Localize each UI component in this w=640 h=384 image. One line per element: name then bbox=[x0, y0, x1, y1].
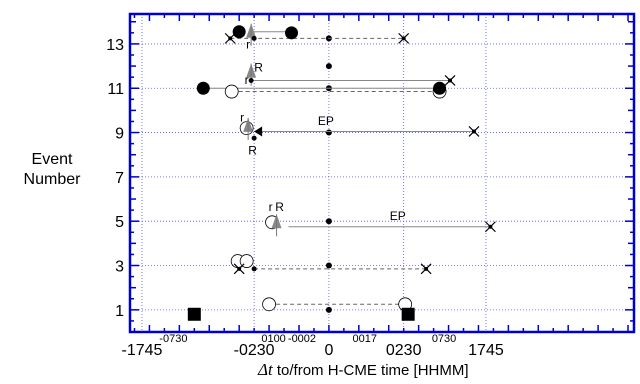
star-x-center bbox=[424, 266, 429, 271]
y-axis-label-line1: Event bbox=[31, 151, 73, 168]
x-tick-label-upper: 0730 bbox=[432, 333, 456, 345]
x-tick-label: 0 bbox=[324, 342, 333, 359]
filled-circle-marker bbox=[232, 25, 246, 39]
x-tick-label: 1745 bbox=[468, 342, 504, 359]
filled-square-marker bbox=[401, 307, 415, 321]
left-triangle-marker bbox=[254, 126, 263, 137]
x-tick-label: -1745 bbox=[122, 342, 163, 359]
arrow-label-r: R bbox=[275, 200, 284, 214]
arrow-label-r: r bbox=[240, 110, 244, 124]
y-tick-label: 3 bbox=[115, 259, 124, 276]
x-tick-label-upper: -0002 bbox=[288, 333, 316, 345]
center-dot bbox=[325, 129, 332, 136]
star-x-center bbox=[448, 78, 453, 83]
y-tick-label: 11 bbox=[107, 81, 124, 98]
open-circle-marker bbox=[224, 84, 239, 99]
filled-circle-marker bbox=[285, 26, 299, 40]
plot-frame bbox=[128, 12, 636, 334]
star-x-center bbox=[488, 224, 493, 229]
filled-square-marker bbox=[187, 307, 201, 321]
x-tick-label-upper: -0730 bbox=[159, 333, 187, 345]
arrow-label-ep: EP bbox=[318, 114, 334, 128]
x-axis-label-symbol: Δt bbox=[258, 360, 273, 379]
y-axis-label-line2: Number bbox=[23, 171, 81, 188]
y-tick-label: 5 bbox=[115, 214, 124, 231]
x-axis-label: Δt to/from H-CME time [HHMM] bbox=[258, 360, 469, 380]
star-x-center bbox=[228, 36, 233, 41]
arrow-label-r: r bbox=[245, 73, 249, 87]
y-tick-label: 7 bbox=[115, 170, 124, 187]
y-tick-label: 13 bbox=[106, 37, 124, 54]
plot-area bbox=[130, 14, 634, 332]
arrow-label-ep: EP bbox=[390, 209, 406, 223]
filled-circle-marker bbox=[196, 81, 210, 95]
center-dot bbox=[325, 218, 332, 225]
small-dot-marker bbox=[251, 266, 257, 272]
x-tick-label-upper: 0100 bbox=[261, 333, 285, 345]
star-x-center bbox=[401, 36, 406, 41]
center-dot bbox=[325, 262, 332, 269]
x-axis-label-text: to/from H-CME time [HHMM] bbox=[276, 362, 469, 379]
small-dot-marker bbox=[251, 35, 257, 41]
arrow-label-r: R bbox=[248, 144, 257, 158]
filled-circle-marker bbox=[433, 81, 447, 95]
small-dot-marker bbox=[248, 77, 254, 83]
arrow-label-r: r bbox=[269, 200, 273, 214]
arrow-label-r: R bbox=[254, 61, 263, 75]
star-x-center bbox=[237, 266, 242, 271]
arrow-label-r: r bbox=[246, 37, 250, 51]
x-tick-label: 0230 bbox=[386, 342, 422, 359]
open-circle-marker bbox=[262, 297, 276, 312]
center-dot bbox=[325, 306, 332, 313]
y-tick-label: 9 bbox=[115, 126, 124, 143]
x-tick-label: -0230 bbox=[234, 342, 275, 359]
y-axis-label: Event Number bbox=[12, 150, 92, 190]
small-dot-marker bbox=[251, 135, 257, 141]
x-tick-label-upper: 0017 bbox=[353, 333, 377, 345]
star-x-center bbox=[471, 129, 476, 134]
center-dot bbox=[325, 63, 332, 70]
y-tick-label: 1 bbox=[115, 303, 124, 320]
